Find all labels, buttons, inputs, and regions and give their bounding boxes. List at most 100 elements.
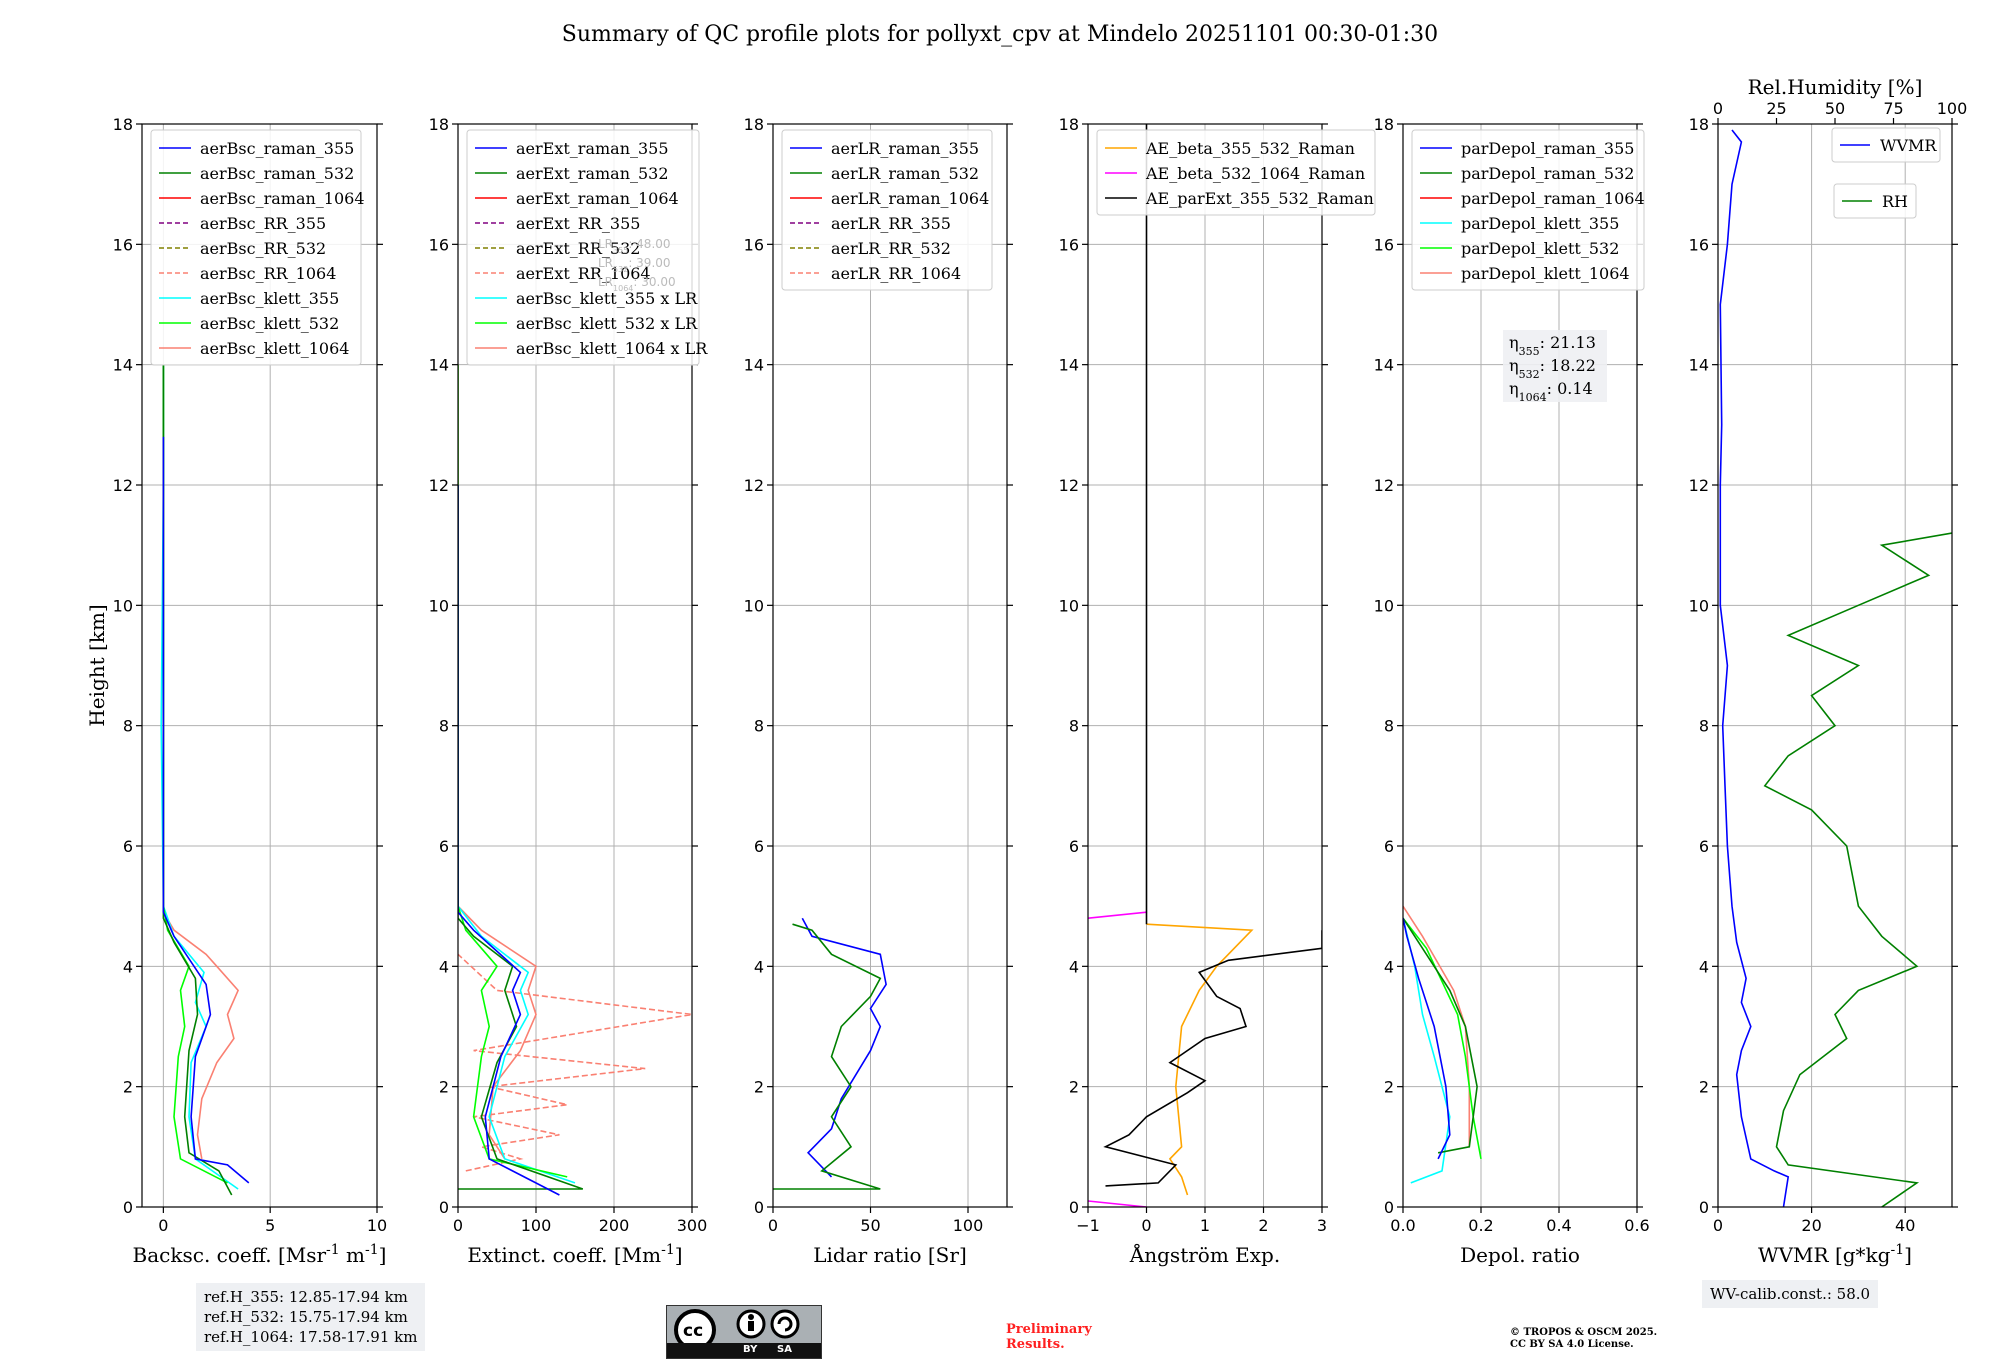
y-tick-label: 16 [1374, 235, 1394, 254]
y-tick-label: 10 [1689, 596, 1709, 615]
reference-heights-box: ref.H_355: 12.85-17.94 km ref.H_532: 15.… [196, 1283, 426, 1351]
series-line-aerBsc_klett_1064 [162, 364, 240, 1160]
series-line-aerExt_RR_1064 [458, 953, 692, 1172]
x-axis-label: Depol. ratio [1460, 1243, 1580, 1267]
y-tick-label: 10 [113, 596, 133, 615]
figure-title: Summary of QC profile plots for pollyxt_… [561, 22, 1439, 47]
x-tick-label: 50 [860, 1216, 880, 1235]
legend-entry: aerBsc_klett_1064 [200, 339, 349, 358]
panel-backscatter: 0 2 4 6 8 10 12 14 16 18 0 5 10 Backsc. coeff. [Msr-1… [85, 115, 387, 1267]
legend-entry: aerBsc_RR_1064 [200, 264, 336, 283]
series-line-aerLR_raman_532 [773, 923, 882, 1190]
copyright-note: © TROPOS & OSCM 2025. CC BY SA 4.0 Licen… [1510, 1327, 1658, 1350]
y-tick-label: 8 [123, 717, 133, 736]
y-tick-label: 16 [429, 235, 449, 254]
x-tick-label: 10 [367, 1216, 387, 1235]
legend-entry: aerBsc_raman_1064 [200, 189, 365, 208]
legend-label: WVMR [1880, 136, 1937, 155]
y-tick-label: 2 [439, 1078, 449, 1097]
plot-frame [1402, 123, 1638, 1208]
x-axis-label: Extinct. coeff. [Mm-1] [467, 1242, 682, 1267]
legend-entry: parDepol_raman_532 [1461, 164, 1634, 183]
cc-by-label: BY [743, 1344, 758, 1355]
legend-entry: aerExt_RR_1064 [516, 264, 651, 283]
ref-height-1064: ref.H_1064: 17.58-17.91 km [204, 1328, 418, 1346]
y-tick-label: 10 [744, 596, 764, 615]
legend-box [1411, 129, 1645, 291]
legend-box [1096, 129, 1376, 216]
x-tick-label: 20 [1801, 1216, 1821, 1235]
y-tick-label: 12 [744, 476, 764, 495]
lr-annotation: LR532: 39.00 [598, 256, 671, 274]
x-tick-label: 40 [1895, 1216, 1915, 1235]
x-axis-label: Lidar ratio [Sr] [813, 1243, 967, 1267]
y-tick-label: 18 [429, 115, 449, 134]
wv-calibration-constant: WV-calib.const.: 58.0 [1710, 1285, 1871, 1303]
legend-entry: aerBsc_raman_355 [200, 139, 354, 158]
y-tick-label: 14 [1059, 356, 1079, 375]
top-x-axis-label: Rel.Humidity [%] [1748, 75, 1923, 99]
y-tick-label: 12 [113, 476, 133, 495]
legend-entry: aerLR_RR_355 [831, 214, 951, 233]
series-line-AE_beta_532_1064_Raman [1088, 1200, 1147, 1207]
series-line-WVMR [1719, 129, 1790, 1207]
series-line-AE_beta_532_1064_Raman_upper [1088, 911, 1147, 919]
series-group [1719, 129, 1952, 1207]
series-line-aerBsc_klett_355 x LR [458, 545, 576, 1184]
y-tick-label: 14 [1689, 356, 1709, 375]
y-tick-label: 6 [1699, 837, 1709, 856]
cc-license-badge: cc BY SA [666, 1305, 822, 1359]
y-tick-label: 0 [1699, 1198, 1709, 1217]
series-line-aerBsc_raman_355 [162, 436, 250, 1184]
x-tick-label: 5 [265, 1216, 275, 1235]
x-axis-label: Backsc. coeff. [Msr-1 m-1] [133, 1242, 387, 1267]
y-tick-label: 0 [439, 1198, 449, 1217]
y-tick-label: 12 [1689, 476, 1709, 495]
legend-entry: parDepol_klett_1064 [1461, 264, 1630, 283]
cc-logo-text: cc [683, 1321, 704, 1341]
x-tick-label: 0.2 [1468, 1216, 1493, 1235]
legend-entry: aerBsc_raman_532 [200, 164, 354, 183]
y-tick-label: 0 [1069, 1198, 1079, 1217]
x-tick-label: 300 [677, 1216, 708, 1235]
series-line-aerBsc_klett_1064 x LR [458, 364, 537, 1160]
top-x-tick-label: 50 [1825, 99, 1845, 118]
legend-entry: AE_parExt_355_532_Raman [1145, 189, 1374, 208]
plot-frame [457, 123, 693, 1208]
legend-entry: aerLR_raman_355 [831, 139, 979, 158]
series-group [1088, 124, 1322, 1207]
legend-wvmr: WVMR [1831, 127, 1941, 163]
series-line-parDepol_raman_532 [1403, 917, 1478, 1154]
eta-annotation: η1064: 0.14 [1509, 379, 1593, 404]
series-line-aerLR_raman_355 [801, 917, 887, 1178]
legend: aerExt_raman_355 aerExt_raman_532 aerExt_r… [466, 129, 708, 366]
y-tick-label: 8 [1384, 717, 1394, 736]
legend-entry: aerBsc_klett_532 x LR [516, 314, 698, 333]
legend-entry: aerExt_raman_532 [516, 164, 669, 183]
y-tick-label: 12 [429, 476, 449, 495]
plot-frame [772, 123, 1008, 1208]
legend: AE_beta_355_532_Raman AE_beta_532_1064_Ra… [1096, 129, 1376, 216]
x-tick-label: 200 [599, 1216, 630, 1235]
x-tick-label: −1 [1076, 1216, 1100, 1235]
ref-height-532: ref.H_532: 15.75-17.94 km [204, 1308, 408, 1326]
legend-entry: aerBsc_klett_532 [200, 314, 339, 333]
series-line-RH [1763, 532, 1952, 1207]
legend-entry: aerLR_raman_532 [831, 164, 979, 183]
legend-entry: parDepol_klett_532 [1461, 239, 1619, 258]
series-line-aerBsc_klett_355 [160, 364, 239, 1190]
y-tick-label: 18 [1374, 115, 1394, 134]
legend-entry: AE_beta_355_532_Raman [1145, 139, 1355, 158]
legend-entry: aerExt_RR_355 [516, 214, 640, 233]
y-tick-label: 6 [1069, 837, 1079, 856]
x-axis-label: Ångström Exp. [1129, 1242, 1280, 1267]
eta-box [1503, 330, 1607, 402]
series-line-parDepol_klett_1064 [1403, 905, 1471, 1147]
legend-rh: RH [1833, 183, 1917, 219]
lr-annotation: LR355: 48.00 [598, 237, 671, 255]
series-line-AE_parExt_355_532_Raman [1103, 930, 1322, 1187]
series-group [773, 917, 887, 1190]
y-tick-label: 14 [113, 356, 133, 375]
